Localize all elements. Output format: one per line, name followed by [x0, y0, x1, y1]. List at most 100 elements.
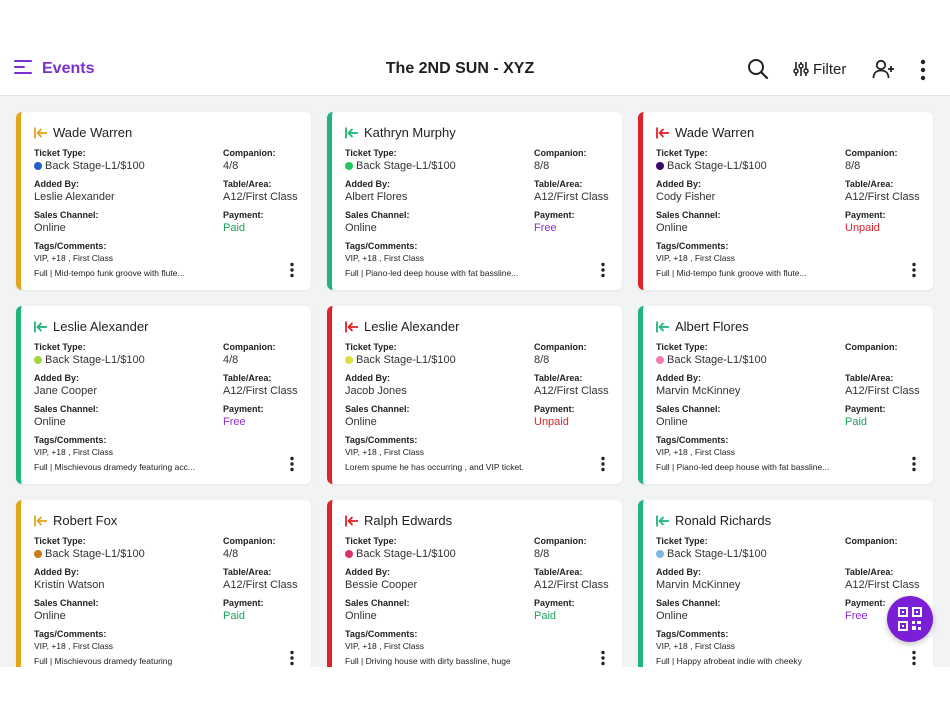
sales-channel-label: Sales Channel: [345, 210, 410, 220]
added-by-value: Leslie Alexander [34, 191, 115, 203]
card-more-icon[interactable] [287, 650, 297, 666]
added-by-label: Added By: [345, 567, 390, 577]
tags-label: Tags/Comments: [656, 629, 729, 639]
ticket-type-field: Ticket Type: Back Stage-L1/$100 [34, 342, 145, 368]
payment-label: Payment: [845, 404, 886, 414]
sales-channel-field: Sales Channel: Online [345, 210, 410, 236]
tags-label: Tags/Comments: [34, 435, 107, 445]
sales-channel-value: Online [34, 222, 66, 234]
ticket-type-label: Ticket Type: [34, 148, 86, 158]
companion-value: 4/8 [223, 160, 239, 172]
card-header: Leslie Alexander [34, 319, 148, 334]
payment-label: Payment: [534, 404, 575, 414]
payment-status: Paid [223, 610, 246, 622]
tags-value: VIP, +18 , First Class [345, 447, 424, 457]
card-more-icon[interactable] [598, 650, 608, 666]
card-more-icon[interactable] [287, 262, 297, 278]
guest-card[interactable]: Leslie Alexander Ticket Type: Back Stage… [16, 306, 311, 484]
filter-sliders-icon [793, 62, 809, 76]
qr-scan-button[interactable] [887, 596, 933, 642]
guest-list-area[interactable]: Wade Warren Ticket Type: Back Stage-L1/$… [0, 96, 950, 667]
payment-field: Payment: Free [845, 598, 886, 624]
guest-card[interactable]: Ronald Richards Ticket Type: Back Stage-… [638, 500, 933, 667]
ticket-type-value: Back Stage-L1/$100 [45, 354, 145, 366]
ticket-type-value: Back Stage-L1/$100 [45, 160, 145, 172]
ticket-color-dot [34, 356, 42, 364]
guest-name: Wade Warren [53, 125, 133, 140]
add-user-icon[interactable] [871, 57, 895, 81]
companion-field: Companion: 8/8 [845, 148, 898, 174]
table-area-value: A12/First Class [223, 385, 298, 397]
search-icon[interactable] [747, 58, 769, 80]
guest-card[interactable]: Ralph Edwards Ticket Type: Back Stage-L1… [327, 500, 622, 667]
table-area-value: A12/First Class [845, 191, 920, 203]
added-by-label: Added By: [345, 179, 390, 189]
added-by-label: Added By: [34, 373, 79, 383]
ticket-type-field: Ticket Type: Back Stage-L1/$100 [656, 342, 767, 368]
tags-field: Tags/Comments: VIP, +18 , First Class [34, 435, 113, 458]
added-by-value: Marvin McKinney [656, 579, 741, 591]
payment-status: Free [223, 416, 246, 428]
guest-card[interactable]: Robert Fox Ticket Type: Back Stage-L1/$1… [16, 500, 311, 667]
added-by-field: Added By: Jacob Jones [345, 373, 407, 399]
menu-icon[interactable] [14, 60, 34, 78]
added-by-field: Added By: Marvin McKinney [656, 373, 740, 399]
payment-field: Payment: Paid [223, 210, 264, 236]
more-vertical-icon[interactable] [913, 58, 933, 82]
tags-field: Tags/Comments: VIP, +18 , First Class [34, 241, 113, 264]
events-nav-link[interactable]: Events [42, 60, 95, 77]
card-more-icon[interactable] [287, 456, 297, 472]
payment-status: Paid [223, 222, 246, 234]
guest-name: Leslie Alexander [364, 319, 460, 334]
tags-value: VIP, +18 , First Class [34, 641, 113, 651]
card-header: Ralph Edwards [345, 513, 452, 528]
tags-label: Tags/Comments: [345, 435, 418, 445]
card-more-icon[interactable] [598, 456, 608, 472]
guest-card[interactable]: Wade Warren Ticket Type: Back Stage-L1/$… [638, 112, 933, 290]
table-area-value: A12/First Class [223, 191, 298, 203]
payment-status: Paid [845, 416, 868, 428]
guest-card[interactable]: Leslie Alexander Ticket Type: Back Stage… [327, 306, 622, 484]
comment-text: Full | Mischievous dramedy featuring [34, 656, 173, 666]
tags-value: VIP, +18 , First Class [345, 253, 424, 263]
ticket-type-field: Ticket Type: Back Stage-L1/$100 [656, 148, 767, 174]
sales-channel-label: Sales Channel: [345, 598, 410, 608]
guest-card[interactable]: Kathryn Murphy Ticket Type: Back Stage-L… [327, 112, 622, 290]
added-by-value: Marvin McKinney [656, 385, 741, 397]
tags-field: Tags/Comments: VIP, +18 , First Class [656, 435, 735, 458]
payment-field: Payment: Paid [534, 598, 575, 624]
card-more-icon[interactable] [909, 456, 919, 472]
payment-field: Payment: Unpaid [534, 404, 575, 430]
table-area-field: Table/Area: A12/First Class [223, 567, 298, 593]
ticket-type-field: Ticket Type: Back Stage-L1/$100 [34, 148, 145, 174]
guest-card-grid: Wade Warren Ticket Type: Back Stage-L1/$… [16, 112, 933, 667]
filter-button[interactable]: Filter [793, 58, 846, 80]
guest-card[interactable]: Albert Flores Ticket Type: Back Stage-L1… [638, 306, 933, 484]
card-more-icon[interactable] [909, 650, 919, 666]
added-by-value: Bessie Cooper [345, 579, 418, 591]
companion-field: Companion: 4/8 [223, 536, 276, 562]
check-in-arrow-icon [656, 321, 669, 332]
card-more-icon[interactable] [598, 262, 608, 278]
table-area-value: A12/First Class [845, 385, 920, 397]
tags-value: VIP, +18 , First Class [34, 447, 113, 457]
comment-text: Full | Mid-tempo funk groove with flute.… [656, 268, 807, 278]
companion-field: Companion: [845, 536, 898, 547]
ticket-type-label: Ticket Type: [345, 536, 397, 546]
table-area-value: A12/First Class [534, 385, 609, 397]
tags-value: VIP, +18 , First Class [656, 641, 735, 651]
ticket-type-label: Ticket Type: [656, 148, 708, 158]
card-header: Wade Warren [656, 125, 754, 140]
added-by-field: Added By: Cody Fisher [656, 179, 715, 205]
companion-field: Companion: 4/8 [223, 148, 276, 174]
added-by-label: Added By: [345, 373, 390, 383]
card-more-icon[interactable] [909, 262, 919, 278]
check-in-arrow-icon [34, 127, 47, 138]
guest-name: Ralph Edwards [364, 513, 453, 528]
tags-label: Tags/Comments: [656, 241, 729, 251]
sales-channel-label: Sales Channel: [656, 210, 721, 220]
ticket-type-value: Back Stage-L1/$100 [45, 548, 145, 560]
card-header: Wade Warren [34, 125, 132, 140]
payment-status: Free [534, 222, 557, 234]
guest-card[interactable]: Wade Warren Ticket Type: Back Stage-L1/$… [16, 112, 311, 290]
